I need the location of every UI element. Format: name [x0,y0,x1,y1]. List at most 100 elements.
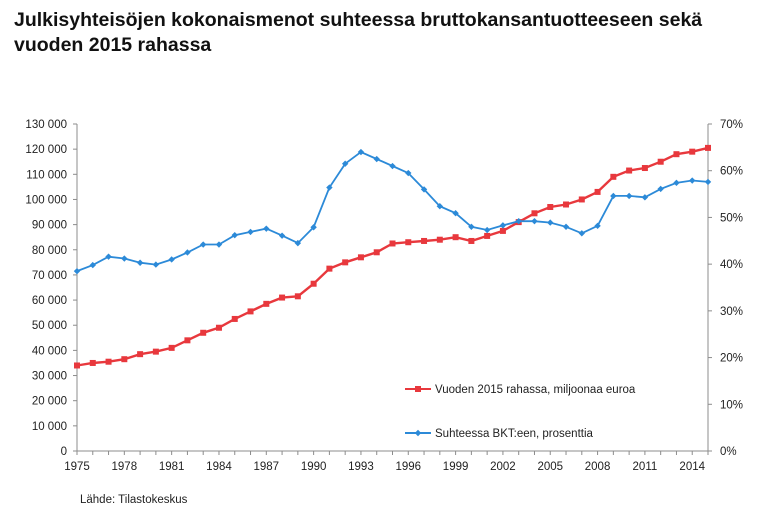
y-right-tick-label: 70% [720,119,743,131]
data-point-diamond [547,219,554,226]
legend-marker [414,429,422,437]
data-point-square [547,204,554,211]
y-left-tick-label: 60 000 [32,295,67,307]
legend-label: Suhteessa BKT:een, prosenttia [435,428,594,440]
data-point-diamond [89,261,96,269]
data-point-diamond [152,261,160,268]
data-point-diamond [704,178,712,186]
data-point-diamond [673,179,680,187]
data-point-diamond [278,232,286,239]
data-point-diamond [263,225,270,232]
data-point-square [421,237,428,244]
data-point-diamond [578,230,585,237]
y-right-tick-label: 0% [720,446,737,458]
series-line [76,150,709,272]
legend-marker [415,386,421,392]
legend-label: Vuoden 2015 rahassa, miljoonaa euroa [435,384,636,396]
data-point-diamond [121,255,128,262]
x-tick-label: 2002 [490,461,516,473]
y-right-tick-label: 10% [720,399,743,411]
data-point-diamond [373,155,380,163]
data-point-square [689,148,696,155]
data-point-square [215,324,222,331]
y-right-tick-label: 30% [720,306,743,318]
data-point-diamond [105,253,112,260]
data-point-diamond [136,259,144,266]
data-point-diamond [515,217,522,225]
data-point-square [657,158,664,165]
data-point-diamond [625,192,633,200]
data-point-square [263,300,270,307]
x-tick-label: 1990 [301,461,327,473]
data-point-diamond [483,226,491,234]
data-point-square [705,144,711,151]
y-right-tick-label: 60% [720,166,743,178]
data-point-diamond [436,203,444,210]
data-point-diamond [184,249,191,256]
data-point-square [168,344,175,351]
legend-item: Vuoden 2015 rahassa, miljoonaa euroa [405,384,636,396]
x-tick-label: 1993 [348,461,374,473]
data-point-square [373,249,380,256]
y-left-tick-label: 90 000 [32,220,67,232]
data-point-square [152,348,159,355]
data-point-diamond [420,186,428,193]
data-point-square [121,356,128,363]
series-1 [74,144,711,369]
data-point-diamond [594,222,601,230]
y-left-tick-label: 70 000 [32,270,67,282]
data-point-square [626,167,633,174]
data-point-diamond [468,223,475,230]
data-point-diamond [405,169,412,177]
data-point-square [673,151,680,158]
x-tick-label: 1975 [64,461,90,473]
data-point-square [468,237,475,244]
x-tick-label: 2008 [585,461,611,473]
data-point-diamond [247,228,254,236]
y-left-tick-label: 80 000 [32,245,67,257]
data-point-square [563,201,570,208]
data-point-diamond [215,241,223,248]
x-axis: 1975 1978 1981 1984 1987 1990 1993 1996 1999 2002… [64,450,709,473]
data-point-diamond [499,222,507,229]
data-point-square [74,362,80,369]
data-point-square [610,173,617,180]
data-point-square [137,351,144,358]
x-tick-label: 1987 [254,461,280,473]
data-point-diamond [452,210,459,217]
data-point-square [452,234,459,241]
series-2 [73,148,712,275]
y-left-tick-label: 110 000 [26,169,67,181]
data-point-square [484,232,491,239]
data-point-square [200,329,207,336]
data-point-diamond [73,267,81,275]
data-point-square [294,293,301,300]
data-point-diamond [200,241,207,248]
y-right-tick-label: 50% [720,212,743,224]
data-point-diamond [341,160,349,167]
y-right-tick-label: 40% [720,259,743,271]
y-left-tick-label: 100 000 [25,194,67,206]
data-point-square [436,236,443,243]
data-point-diamond [294,239,302,247]
data-point-diamond [168,256,175,263]
data-point-square [641,165,648,172]
y-left-tick-label: 40 000 [32,345,67,357]
x-tick-label: 1999 [443,461,469,473]
legend-item: Suhteessa BKT:een, prosenttia [405,428,594,440]
data-point-square [279,294,286,301]
data-point-square [357,254,364,261]
y-left-tick-label: 0 [61,446,67,458]
series-lines [73,144,712,369]
data-point-square [578,196,585,203]
data-point-square [310,280,317,287]
data-point-square [184,337,191,344]
y-axis-right: 0% 10% 20% 30% 40% 50% 60% 70% [707,119,743,458]
data-point-square [499,227,506,234]
data-point-diamond [610,192,617,200]
x-tick-label: 1984 [206,461,232,473]
data-point-square [247,308,254,315]
data-point-square [594,188,601,195]
y-axis-left: 0 10 000 20 000 30 000 40 000 50 000 60 000 70 … [25,119,78,458]
